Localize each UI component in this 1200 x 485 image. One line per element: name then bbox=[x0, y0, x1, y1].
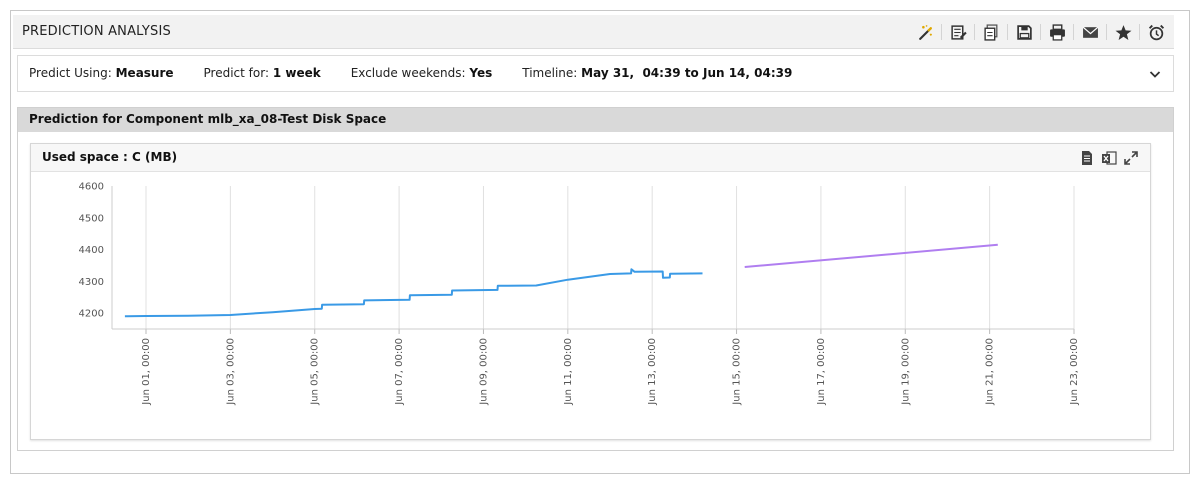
maximize-button[interactable] bbox=[1120, 148, 1142, 168]
y-tick-label: 4300 bbox=[79, 277, 104, 288]
filter-predict-for: Predict for: 1 week bbox=[203, 66, 321, 80]
page-header: PREDICTION ANALYSIS bbox=[13, 15, 1174, 49]
x-tick-label: Jun 21, 00:00 bbox=[985, 338, 996, 406]
chart-panel-header: Used space : C (MB) bbox=[31, 144, 1150, 172]
wizard-button[interactable] bbox=[913, 21, 937, 43]
x-tick-label: Jun 05, 00:00 bbox=[310, 338, 321, 406]
export-document-button[interactable] bbox=[1076, 148, 1098, 168]
favorite-button[interactable] bbox=[1111, 21, 1135, 43]
copy-report-icon bbox=[983, 23, 997, 41]
magic-wand-icon bbox=[918, 24, 932, 40]
y-tick-label: 4500 bbox=[79, 213, 104, 224]
y-tick-label: 4200 bbox=[79, 309, 104, 320]
page-title: PREDICTION ANALYSIS bbox=[22, 24, 171, 39]
x-tick-label: Jun 17, 00:00 bbox=[816, 338, 827, 406]
filter-predict-using: Predict Using: Measure bbox=[29, 66, 174, 80]
x-tick-label: Jun 03, 00:00 bbox=[225, 338, 236, 406]
star-icon bbox=[1115, 24, 1131, 40]
export-excel-button[interactable] bbox=[1098, 148, 1120, 168]
x-tick-label: Jun 15, 00:00 bbox=[732, 338, 743, 406]
toolbar-divider bbox=[1040, 24, 1041, 40]
filter-bar: Predict Using: Measure Predict for: 1 we… bbox=[17, 55, 1174, 92]
filter-timeline: Timeline: May 31, 04:39 to Jun 14, 04:39 bbox=[522, 66, 793, 80]
toolbar-divider bbox=[1007, 24, 1008, 40]
x-tick-label: Jun 07, 00:00 bbox=[394, 338, 405, 406]
y-tick-label: 4600 bbox=[79, 182, 104, 193]
toolbar-divider bbox=[1139, 24, 1140, 40]
y-tick-label: 4400 bbox=[79, 245, 104, 256]
x-tick-label: Jun 01, 00:00 bbox=[141, 338, 152, 406]
x-tick-label: Jun 13, 00:00 bbox=[647, 338, 658, 406]
toolbar-divider bbox=[1073, 24, 1074, 40]
schedule-button[interactable] bbox=[1144, 21, 1168, 43]
print-button[interactable] bbox=[1045, 21, 1069, 43]
section-header: Prediction for Component mlb_xa_08-Test … bbox=[18, 108, 1173, 132]
edit-report-icon bbox=[950, 24, 967, 40]
alarm-clock-icon bbox=[1148, 24, 1164, 40]
x-tick-label: Jun 19, 00:00 bbox=[900, 338, 911, 406]
used-space-line-chart: Jun 01, 00:00 Jun 03, 00:00 Jun 05, 00:00 J… bbox=[79, 182, 1080, 406]
toolbar-divider bbox=[1106, 24, 1107, 40]
predicted-series-line bbox=[744, 243, 998, 268]
toolbar-divider bbox=[974, 24, 975, 40]
filter-exclude-weekends: Exclude weekends: Yes bbox=[350, 66, 493, 80]
save-button[interactable] bbox=[1012, 21, 1036, 43]
chart-title: Used space : C (MB) bbox=[42, 150, 178, 164]
edit-report-button[interactable] bbox=[946, 21, 970, 43]
x-tick-label: Jun 23, 00:00 bbox=[1069, 338, 1080, 406]
mail-icon bbox=[1082, 26, 1098, 38]
chevron-down-icon[interactable] bbox=[1147, 66, 1163, 82]
print-icon bbox=[1049, 23, 1065, 41]
email-button[interactable] bbox=[1078, 21, 1102, 43]
header-toolbar bbox=[913, 21, 1168, 43]
chart-panel: Used space : C (MB) bbox=[30, 143, 1151, 440]
expand-icon bbox=[1124, 151, 1138, 165]
toolbar-divider bbox=[941, 24, 942, 40]
excel-icon bbox=[1102, 151, 1117, 165]
section-title: Prediction for Component mlb_xa_08-Test … bbox=[29, 112, 387, 126]
copy-report-button[interactable] bbox=[979, 21, 1003, 43]
save-icon bbox=[1016, 24, 1032, 40]
document-icon bbox=[1082, 151, 1092, 165]
prediction-section: Prediction for Component mlb_xa_08-Test … bbox=[17, 107, 1174, 451]
x-tick-label: Jun 09, 00:00 bbox=[478, 338, 489, 406]
actual-series-line bbox=[124, 268, 703, 318]
x-tick-label: Jun 11, 00:00 bbox=[563, 338, 574, 406]
